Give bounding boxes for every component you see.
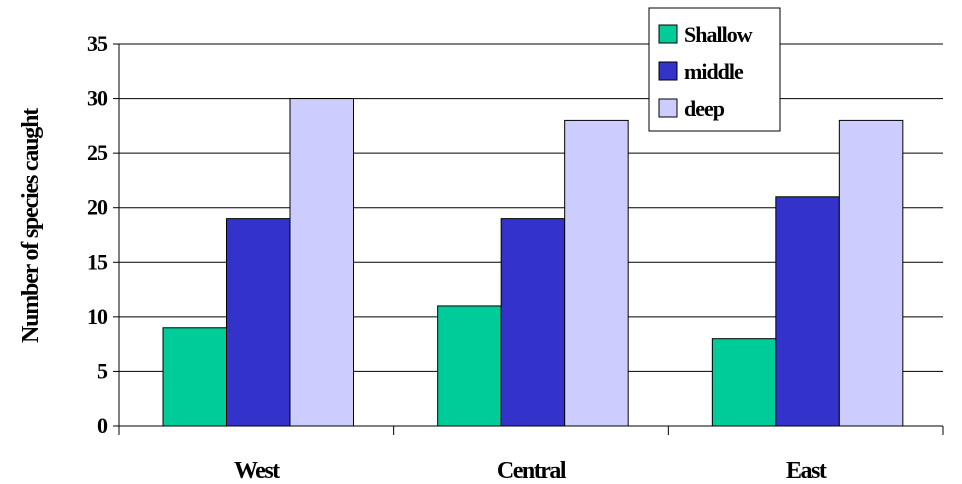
y-tick-label: 20 — [87, 195, 108, 220]
x-axis-labels: West Central East — [234, 458, 828, 484]
legend-label-shallow: Shallow — [684, 22, 753, 47]
y-tick-label: 5 — [97, 358, 108, 383]
y-tick-label: 25 — [87, 140, 108, 165]
bar-central-middle — [500, 218, 566, 427]
y-axis-ticks: 0 5 10 15 20 25 30 35 — [87, 31, 119, 438]
x-tick-label-east: East — [786, 458, 827, 484]
bar-east-middle — [775, 196, 840, 427]
bar-west-middle — [226, 218, 291, 427]
y-tick-label: 30 — [87, 86, 108, 111]
legend-swatch-deep — [658, 98, 678, 118]
x-tick-label-west: West — [234, 458, 280, 484]
axes — [118, 44, 944, 435]
legend: Shallow middle deep — [648, 7, 781, 132]
bars — [162, 98, 904, 427]
bar-central-shallow — [437, 305, 502, 427]
bar-east-shallow — [711, 338, 777, 427]
x-tick-label-central: Central — [497, 458, 567, 484]
legend-label-middle: middle — [684, 59, 744, 84]
legend-label-deep: deep — [684, 96, 725, 121]
bar-central-deep — [564, 119, 629, 427]
y-tick-label: 10 — [87, 304, 108, 329]
y-tick-label: 0 — [97, 413, 108, 438]
legend-swatch-shallow — [658, 24, 678, 44]
y-tick-label: 35 — [87, 31, 108, 56]
y-tick-label: 15 — [87, 249, 108, 274]
bar-east-deep — [838, 119, 904, 427]
y-axis-title: Number of species caught — [18, 108, 44, 343]
legend-swatch-middle — [658, 61, 678, 81]
bar-west-deep — [289, 98, 354, 427]
bar-west-shallow — [162, 327, 227, 427]
